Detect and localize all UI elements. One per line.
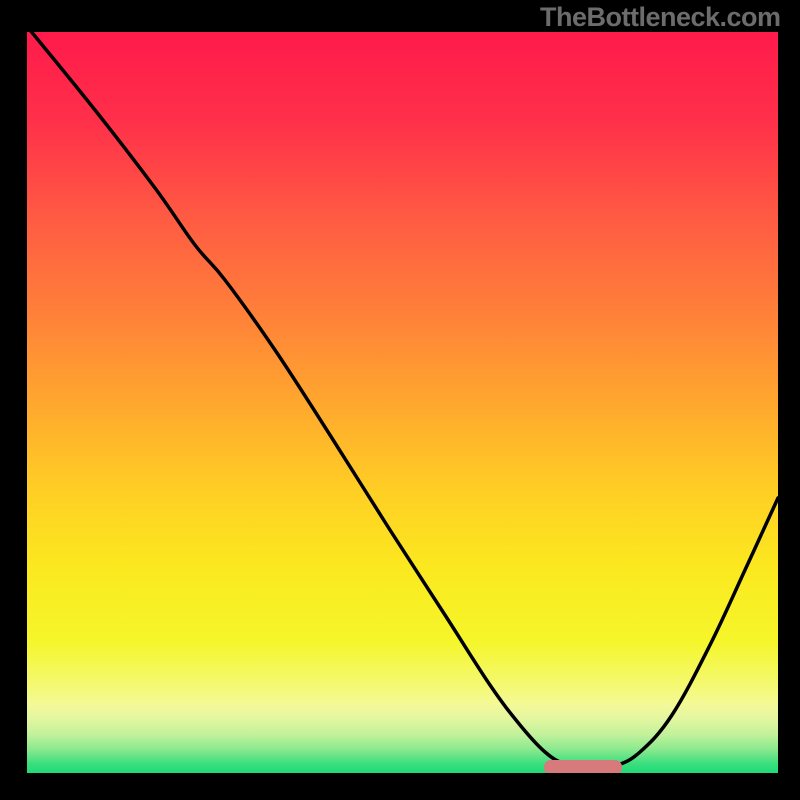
watermark-text: TheBottleneck.com (540, 2, 781, 33)
bottleneck-chart (0, 0, 800, 800)
optimal-marker (544, 760, 622, 775)
gradient-background (25, 30, 780, 775)
